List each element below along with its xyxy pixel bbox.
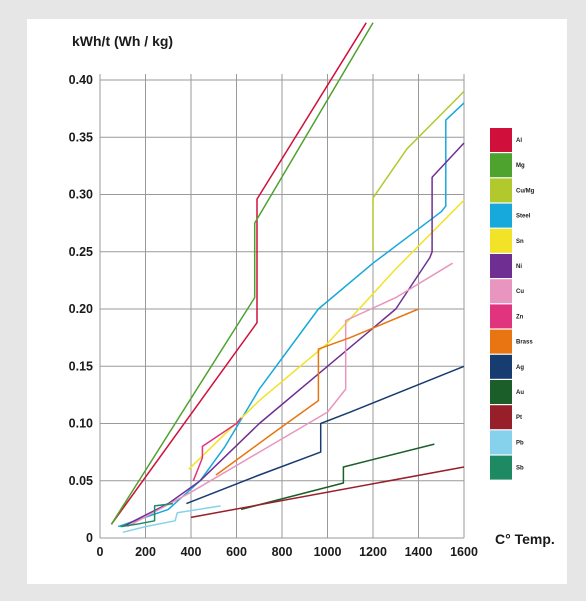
- x-tick-label: 600: [226, 545, 247, 559]
- y-tick-label: 0.40: [69, 73, 93, 87]
- legend-label: Sn: [516, 239, 524, 245]
- legend-label: Ni: [516, 264, 522, 270]
- legend-swatch: [490, 153, 512, 178]
- series-line-ni: [122, 142, 465, 528]
- series-line-steel: [117, 102, 465, 528]
- y-tick-label: 0.30: [69, 188, 93, 202]
- series-line-zn: [192, 417, 242, 482]
- series-line-cu: [126, 262, 453, 528]
- legend-swatch: [490, 329, 512, 354]
- legend-label: Cu/Mg: [516, 188, 535, 194]
- series-line-pb: [122, 505, 221, 534]
- chart-svg: 0 200 400 600 800 1000 1200 1400 1600 0 0.05 0.10 0.…: [69, 22, 555, 559]
- x-tick-label: 1200: [359, 545, 387, 559]
- legend-label: Mg: [516, 163, 525, 169]
- legend-swatch: [490, 178, 512, 203]
- y-tick-label: 0: [86, 531, 93, 545]
- legend-swatch: [490, 455, 512, 480]
- x-tick-label: 1600: [450, 545, 478, 559]
- y-tick-label: 0.10: [69, 417, 93, 431]
- series-line-sn: [188, 199, 465, 470]
- y-tick-label: 0.15: [69, 359, 93, 373]
- y-tick-label: 0.20: [69, 302, 93, 316]
- series-line-sb: [120, 502, 173, 528]
- legend-label: Zn: [516, 314, 524, 320]
- y-tick-label: 0.35: [69, 130, 93, 144]
- series-line-pt: [190, 466, 465, 519]
- legend-swatch: [490, 203, 512, 228]
- series-layer: [110, 22, 465, 534]
- chart-panel: 0 200 400 600 800 1000 1200 1400 1600 0 0.05 0.10 0.…: [27, 19, 567, 584]
- x-tick-label: 200: [135, 545, 156, 559]
- legend-swatch: [490, 279, 512, 304]
- legend-swatch: [490, 128, 512, 152]
- x-tick-label: 1000: [314, 545, 342, 559]
- series-line-brass: [215, 308, 419, 476]
- y-tick-label: 0.05: [69, 474, 93, 488]
- y-tick-label: 0.25: [69, 245, 93, 259]
- grid: [99, 74, 465, 539]
- x-tick-label: 0: [97, 545, 104, 559]
- series-line-al: [110, 22, 367, 525]
- legend-label: Au: [516, 390, 524, 396]
- series-line-au: [240, 443, 435, 511]
- legend-label: Pb: [516, 440, 524, 446]
- y-axis-title: kWh/t (Wh / kg): [72, 33, 173, 49]
- legend-label: Steel: [516, 214, 531, 220]
- legend-label: Ag: [516, 365, 524, 371]
- legend-swatch: [490, 304, 512, 329]
- x-tick-label: 1400: [405, 545, 433, 559]
- x-tick-label: 800: [272, 545, 293, 559]
- legend-swatch: [490, 430, 512, 455]
- legend-swatch: [490, 380, 512, 404]
- legend-label: Cu: [516, 289, 524, 295]
- legend-label: Pt: [516, 415, 522, 421]
- legend-swatch: [490, 254, 512, 278]
- x-tick-label: 400: [181, 545, 202, 559]
- legend-swatch: [490, 405, 512, 430]
- legend-swatch: [490, 354, 512, 379]
- legend: Al Mg Cu/Mg Steel Sn Ni Cu Zn Brass Ag Au Pt Pb Sb: [490, 128, 535, 480]
- legend-label: Brass: [516, 340, 533, 346]
- series-line-ag: [186, 365, 465, 505]
- legend-label: Sb: [516, 466, 524, 472]
- legend-label: Al: [516, 138, 522, 144]
- series-line-mg: [110, 22, 374, 525]
- legend-swatch: [490, 228, 512, 253]
- series-line-cu-mg: [372, 90, 465, 252]
- x-axis-title: C° Temp.: [495, 531, 555, 547]
- axis-layer: 0 200 400 600 800 1000 1200 1400 1600 0 0.05 0.10 0.…: [69, 73, 478, 559]
